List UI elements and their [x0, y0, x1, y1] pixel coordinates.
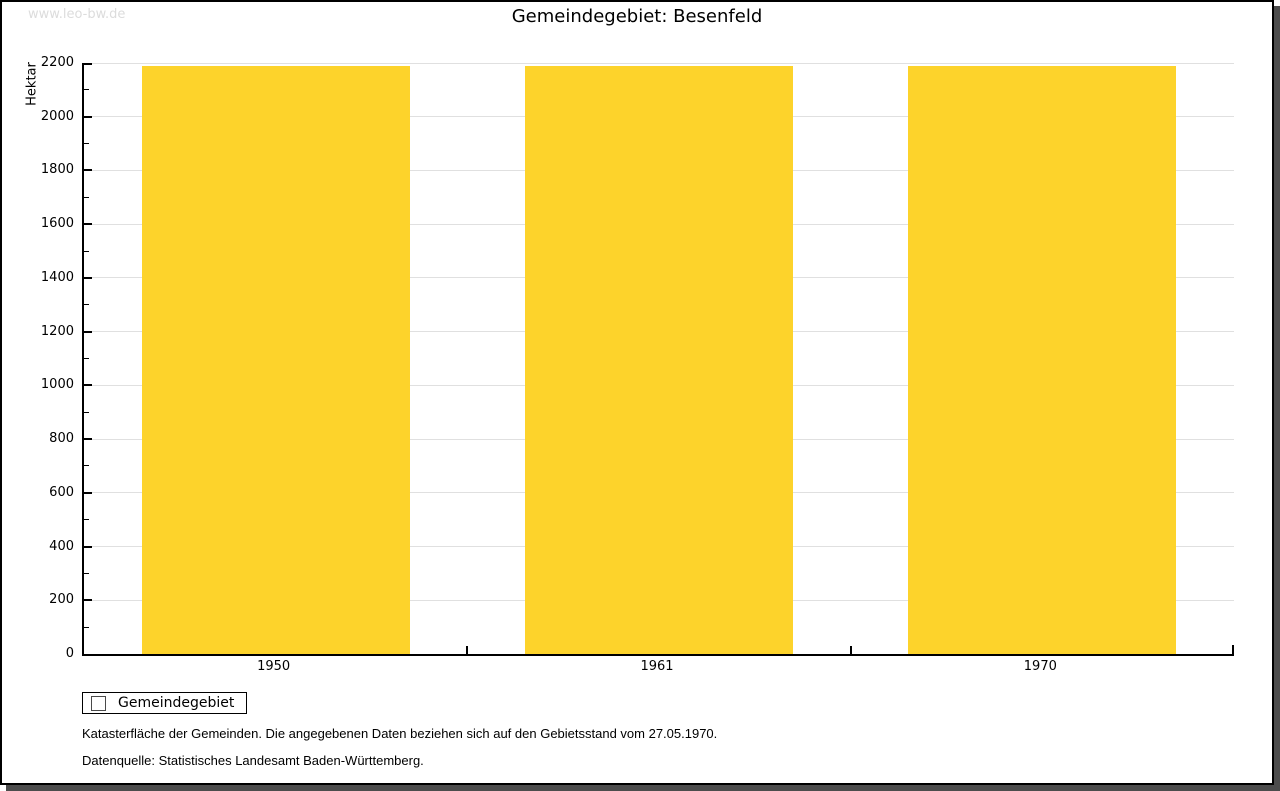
- bar-1950: [141, 65, 410, 654]
- y-minor-tick-500: [84, 519, 89, 521]
- y-major-tick-200: [84, 599, 92, 602]
- footnote-gebietsstand: Katasterfläche der Gemeinden. Die angege…: [82, 726, 718, 741]
- y-major-tick-1800: [84, 169, 92, 172]
- y-major-tick-1000: [84, 384, 92, 387]
- y-major-tick-1400: [84, 276, 92, 279]
- bar-1970: [908, 65, 1177, 654]
- y-minor-tick-700: [84, 465, 89, 467]
- legend-swatch: [91, 695, 106, 711]
- y-tick-label-400: 400: [49, 538, 74, 554]
- x-tick-label-1950: 1950: [257, 659, 291, 674]
- bar-1961: [524, 65, 794, 654]
- y-tick-label-2200: 2200: [40, 55, 74, 70]
- y-minor-tick-1300: [84, 304, 89, 306]
- y-major-tick-1600: [84, 223, 92, 226]
- plot-area: [82, 63, 1234, 656]
- legend: Gemeindegebiet: [82, 692, 248, 714]
- y-tick-label-2000: 2000: [40, 108, 74, 124]
- x-tick-label-1970: 1970: [1023, 659, 1057, 674]
- y-major-tick-1200: [84, 330, 92, 333]
- y-tick-label-1600: 1600: [40, 216, 74, 232]
- y-major-tick-600: [84, 491, 92, 494]
- x-group-tick-2: [849, 646, 852, 654]
- x-axis-end-tick: [1232, 645, 1234, 654]
- y-minor-tick-100: [84, 626, 89, 628]
- y-tick-label-1800: 1800: [40, 162, 74, 178]
- y-major-tick-800: [84, 438, 92, 441]
- y-minor-tick-1500: [84, 250, 89, 252]
- y-minor-tick-1900: [84, 143, 89, 145]
- y-tick-label-600: 600: [49, 484, 74, 500]
- y-minor-tick-300: [84, 572, 89, 574]
- x-group-tick-1: [466, 646, 469, 654]
- watermark: www.leo-bw.de: [28, 7, 126, 22]
- y-minor-tick-1100: [84, 358, 89, 359]
- y-minor-tick-900: [84, 411, 89, 413]
- y-tick-label-200: 200: [49, 592, 74, 608]
- y-minor-tick-1700: [84, 196, 89, 198]
- footnote-datenquelle: Datenquelle: Statistisches Landesamt Bad…: [82, 753, 424, 768]
- y-major-tick-2200: [84, 63, 92, 65]
- y-major-tick-2000: [84, 115, 92, 118]
- chart-title: Gemeindegebiet: Besenfeld: [511, 6, 763, 27]
- y-tick-label-800: 800: [49, 431, 74, 447]
- y-tick-label-0: 0: [65, 646, 74, 661]
- y-major-tick-400: [84, 545, 92, 548]
- gridline-2200: [84, 63, 1234, 64]
- y-tick-label-1200: 1200: [40, 323, 74, 339]
- y-minor-tick-2100: [84, 89, 89, 91]
- x-tick-label-1961: 1961: [640, 659, 674, 674]
- y-tick-label-1400: 1400: [40, 269, 74, 285]
- y-tick-label-1000: 1000: [40, 377, 74, 393]
- legend-label: Gemeindegebiet: [118, 695, 235, 711]
